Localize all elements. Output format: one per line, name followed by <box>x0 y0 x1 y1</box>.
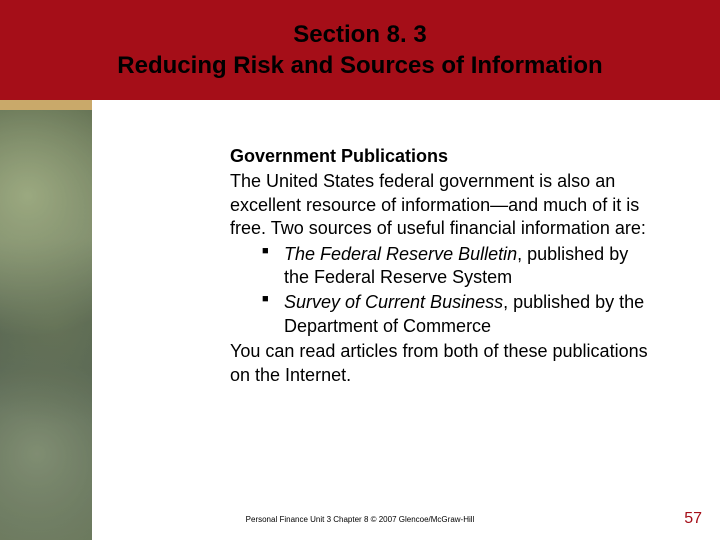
content-block: Government Publications The United State… <box>230 145 650 387</box>
bullet-list: The Federal Reserve Bulletin, published … <box>230 243 650 339</box>
content-outro: You can read articles from both of these… <box>230 340 650 387</box>
content-subheading: Government Publications <box>230 145 650 168</box>
content-intro: The United States federal government is … <box>230 170 650 240</box>
bullet-title: Survey of Current Business <box>284 292 503 312</box>
accent-bar <box>0 100 92 110</box>
list-item: The Federal Reserve Bulletin, published … <box>262 243 650 290</box>
slide-header: Section 8. 3 Reducing Risk and Sources o… <box>0 0 720 100</box>
list-item: Survey of Current Business, published by… <box>262 291 650 338</box>
bullet-title: The Federal Reserve Bulletin <box>284 244 517 264</box>
section-number: Section 8. 3 <box>293 19 426 50</box>
page-number: 57 <box>684 510 702 528</box>
side-money-image <box>0 110 92 540</box>
footer-text: Personal Finance Unit 3 Chapter 8 © 2007… <box>0 515 720 524</box>
section-title: Reducing Risk and Sources of Information <box>117 50 602 81</box>
